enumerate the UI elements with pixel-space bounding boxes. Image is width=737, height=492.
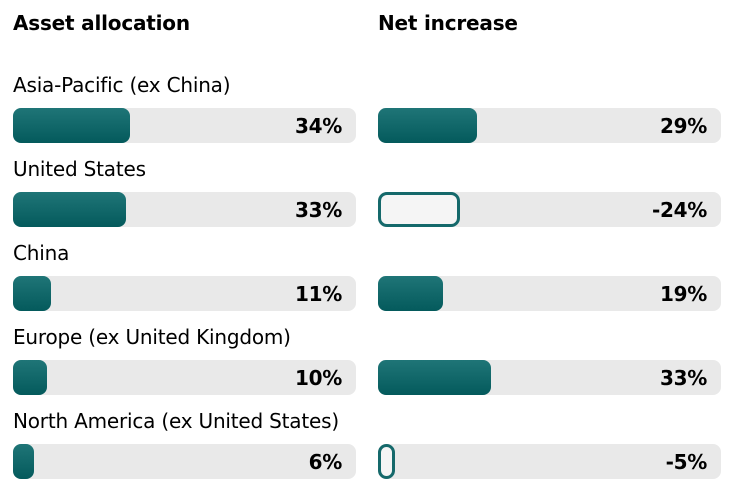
chart-row: Europe (ex United Kingdom) 10% 33% [13,324,737,395]
category-label-china: China [13,241,70,265]
net-increase-bar-value: 29% [660,113,707,138]
chart-row: United States 33% -24% [13,156,737,227]
asset-allocation-bar-fill [13,192,127,227]
category-label-europe-ex-united-kingdom: Europe (ex United Kingdom) [13,325,291,349]
net-increase-bar-track: 19% [378,276,721,311]
asset-allocation-bar-value: 34% [295,113,342,138]
bar-pair: 11% 19% [13,276,737,311]
asset-allocation-bar-fill [13,276,51,311]
net-increase-bar-fill [378,444,396,479]
asset-allocation-bar-track: 34% [13,108,356,143]
chart-row: China 11% 19% [13,240,737,311]
bar-pair: 33% -24% [13,192,737,227]
asset-allocation-bar-fill [13,108,130,143]
bar-pair: 6% -5% [13,444,737,479]
asset-allocation-bar-track: 10% [13,360,356,395]
column-header-net-increase: Net increase [378,11,518,35]
asset-allocation-bar-fill [13,360,48,395]
chart-row: North America (ex United States) 6% -5% [13,408,737,479]
asset-allocation-bar-value: 10% [295,365,342,390]
chart-rows: Asia-Pacific (ex China) 34% 29% United S… [13,72,737,479]
dual-bar-chart: Asset allocation Net increase Asia-Pacif… [13,11,737,479]
asset-allocation-bar-track: 6% [13,444,356,479]
column-header-asset-allocation: Asset allocation [13,11,190,35]
asset-allocation-bar-value: 6% [308,449,343,474]
column-headers: Asset allocation Net increase [13,11,737,35]
category-label-united-states: United States [13,157,146,181]
net-increase-bar-track: 33% [378,360,721,395]
category-label-north-america-ex-united-states: North America (ex United States) [13,409,339,433]
net-increase-bar-track: 29% [378,108,721,143]
bar-pair: 10% 33% [13,360,737,395]
net-increase-bar-track: -5% [378,444,721,479]
net-increase-bar-fill [378,108,478,143]
bar-pair: 34% 29% [13,108,737,143]
chart-row: Asia-Pacific (ex China) 34% 29% [13,72,737,143]
asset-allocation-bar-track: 11% [13,276,356,311]
net-increase-bar-fill [378,276,444,311]
asset-allocation-bar-value: 33% [295,197,342,222]
category-label-asia-pacific-ex-china: Asia-Pacific (ex China) [13,73,231,97]
asset-allocation-bar-track: 33% [13,192,356,227]
net-increase-bar-track: -24% [378,192,721,227]
net-increase-bar-value: -5% [665,449,708,474]
net-increase-bar-value: 19% [660,281,707,306]
net-increase-bar-value: -24% [652,197,707,222]
net-increase-bar-value: 33% [660,365,707,390]
net-increase-bar-fill [378,360,492,395]
net-increase-bar-fill [378,192,461,227]
asset-allocation-bar-fill [13,444,34,479]
asset-allocation-bar-value: 11% [295,281,342,306]
